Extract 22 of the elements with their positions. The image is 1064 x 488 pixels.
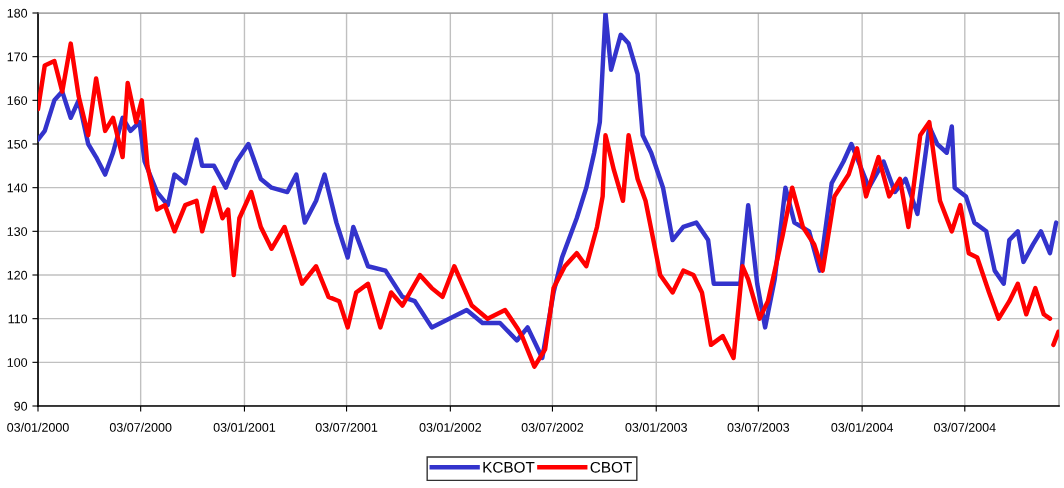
y-tick-label: 150 bbox=[7, 139, 28, 149]
y-tick-label: 180 bbox=[7, 8, 28, 18]
x-tick-label: 03/01/2002 bbox=[419, 422, 481, 432]
y-tick-label: 110 bbox=[8, 314, 28, 324]
y-tick-label: 160 bbox=[7, 96, 28, 105]
y-tick-label: 100 bbox=[7, 358, 28, 367]
y-tick-label: 170 bbox=[7, 52, 28, 62]
x-tick-label: 03/07/2004 bbox=[934, 422, 996, 432]
legend-label: CBOT bbox=[590, 461, 632, 473]
x-tick-label: 03/07/2001 bbox=[315, 422, 378, 432]
y-tick-label: 120 bbox=[7, 270, 28, 280]
x-tick-label: 03/01/2001 bbox=[213, 422, 276, 432]
y-tick-label: 140 bbox=[7, 183, 28, 193]
y-tick-label: 130 bbox=[7, 227, 28, 236]
y-tick-label: 90 bbox=[14, 401, 28, 411]
x-tick-label: 03/01/2003 bbox=[625, 422, 687, 432]
x-tick-label: 03/07/2002 bbox=[521, 422, 584, 432]
x-tick-label: 03/07/2000 bbox=[109, 422, 172, 432]
x-tick-label: 03/01/2004 bbox=[831, 422, 894, 432]
legend-label: KCBOT bbox=[483, 461, 535, 473]
x-tick-label: 03/07/2003 bbox=[727, 422, 790, 432]
x-tick-label: 03/01/2000 bbox=[7, 422, 69, 432]
